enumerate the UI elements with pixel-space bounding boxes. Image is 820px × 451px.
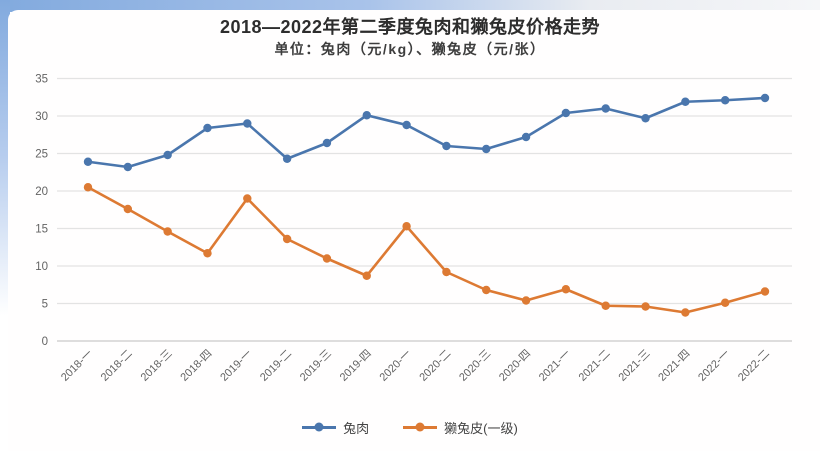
chart-title: 2018—2022年第二季度兔肉和獭兔皮价格走势: [219, 17, 601, 37]
meat-point: [203, 123, 212, 133]
meat-point: [322, 138, 332, 148]
meat-point: [402, 120, 411, 130]
x-tick-label: 2020-四: [497, 348, 533, 384]
y-tick-label: 0: [42, 336, 48, 348]
skin-point: [163, 227, 172, 236]
skin-point: [243, 194, 252, 203]
meat-point: [123, 162, 133, 172]
skin-point: [442, 267, 451, 277]
meat-point: [521, 132, 531, 142]
legend-meat-marker-icon: [302, 422, 337, 432]
meat-line: [87, 96, 766, 169]
y-tick-label: 15: [35, 224, 48, 236]
background-left-strip: [0, 0, 10, 451]
meat-point: [442, 141, 451, 151]
chart-card: [8, 10, 820, 451]
skin-point: [601, 301, 610, 310]
legend: 兔肉 獭兔皮(一级): [0, 414, 820, 440]
meat-point: [720, 96, 730, 105]
legend-label-meat: 兔肉: [343, 420, 370, 436]
x-tick-label: 2020-一: [378, 348, 414, 384]
x-tick-label: 2018-二: [99, 348, 135, 384]
meat-point: [760, 93, 770, 103]
skin-point: [681, 308, 690, 317]
y-tick-label: 25: [35, 149, 48, 161]
y-tick-label: 10: [35, 261, 48, 273]
x-tick-label: 2020-三: [457, 348, 493, 384]
skin-point: [282, 234, 292, 244]
x-tick-label: 2020-二: [417, 348, 453, 384]
chart-subtitle: 单位：兔肉（元/kg）、獭兔皮（元/张）: [274, 41, 546, 57]
skin-line: [87, 186, 766, 314]
y-tick-label: 30: [35, 111, 48, 123]
x-tick-label: 2021-二: [577, 348, 613, 384]
meat-point: [362, 111, 371, 120]
legend-skin-dot-icon: [415, 422, 425, 432]
x-tick-label: 2021-三: [616, 348, 652, 384]
x-tick-label: 2018-四: [178, 348, 214, 384]
meat-point: [83, 157, 93, 166]
x-tick-label: 2022-二: [736, 348, 772, 384]
x-tick-label: 2019-一: [218, 348, 254, 384]
skin-point: [641, 302, 650, 311]
meat-point: [601, 104, 610, 113]
skin-point: [720, 298, 730, 307]
y-tick-label: 5: [42, 299, 48, 311]
meat-point: [641, 114, 650, 123]
skin-point: [561, 285, 571, 294]
x-tick-label: 2021-四: [656, 348, 692, 384]
legend-skin-marker-icon: [403, 422, 438, 432]
meat-point: [561, 108, 571, 118]
skin-point: [203, 249, 212, 258]
legend-label-skin: 獭兔皮(一级): [444, 420, 518, 436]
skin-point: [482, 285, 491, 295]
skin-point: [83, 183, 93, 192]
skin-point: [123, 204, 133, 214]
skin-point: [322, 254, 332, 263]
x-tick-label: 2022-一: [696, 348, 732, 384]
y-tick-label: 20: [35, 186, 48, 198]
meat-point: [163, 150, 172, 160]
x-tick-label: 2021-一: [537, 348, 573, 384]
meat-point: [243, 119, 252, 128]
x-tick-label: 2019-四: [338, 348, 374, 384]
x-tick-label: 2018-一: [59, 348, 95, 384]
skin-point: [362, 271, 371, 280]
legend-item-meat: 兔肉: [302, 418, 369, 437]
x-tick-label: 2018-三: [139, 348, 175, 384]
background-top-strip: [0, 0, 820, 12]
meat-point: [482, 144, 491, 154]
meat-point: [681, 97, 690, 106]
meat-point: [282, 154, 292, 163]
skin-point: [760, 287, 770, 296]
skin-point: [402, 222, 411, 231]
legend-meat-dot-icon: [314, 422, 324, 432]
x-tick-label: 2019-三: [298, 348, 334, 384]
skin-point: [521, 296, 531, 305]
y-tick-label: 35: [35, 74, 48, 86]
x-tick-label: 2019-二: [258, 348, 294, 384]
legend-item-skin: 獭兔皮(一级): [403, 418, 518, 437]
